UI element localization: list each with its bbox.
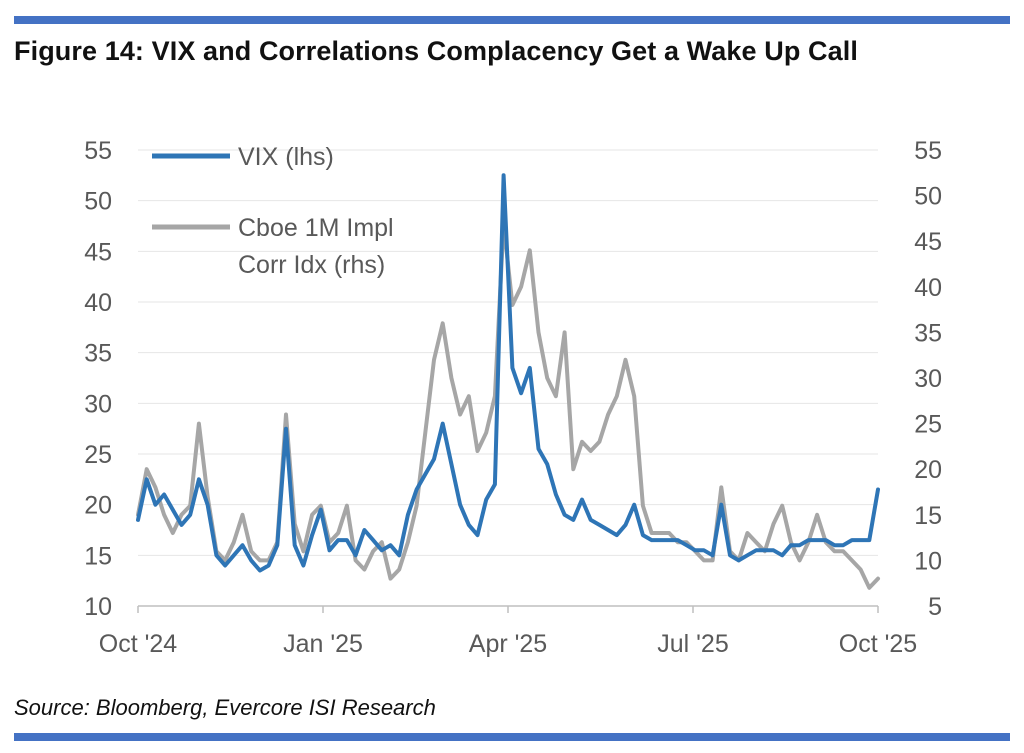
left-tick-label: 45 (84, 238, 112, 266)
right-tick-label: 20 (914, 456, 942, 484)
left-tick-label: 15 (84, 542, 112, 570)
left-tick-label: 20 (84, 492, 112, 520)
x-tick-label: Apr '25 (469, 630, 547, 658)
left-tick-label: 30 (84, 390, 112, 418)
left-tick-label: 35 (84, 340, 112, 368)
series-lines (136, 173, 880, 590)
right-tick-label: 30 (914, 365, 942, 393)
left-tick-label: 10 (84, 593, 112, 621)
right-tick-label: 5 (928, 593, 942, 621)
right-axis: 55 50 45 40 35 30 25 20 15 10 5 (914, 137, 942, 621)
right-tick-label: 25 (914, 411, 942, 439)
legend: VIX (lhs) Cboe 1M Impl Corr Idx (rhs) (152, 143, 394, 279)
x-axis: Oct '24 Jan '25 Apr '25 Jul '25 Oct '25 (99, 605, 917, 658)
top-rule (14, 16, 1010, 24)
right-tick-label: 45 (914, 228, 942, 256)
x-tick-label: Oct '24 (99, 630, 178, 658)
x-tick-label: Oct '25 (839, 630, 917, 658)
right-tick-label: 10 (914, 547, 942, 575)
left-tick-label: 50 (84, 188, 112, 216)
chart: 55 50 45 40 35 30 25 20 15 10 55 50 45 40 35 30 25 20 15 1… (84, 137, 942, 658)
figure-title: Figure 14: VIX and Correlations Complace… (14, 36, 858, 66)
right-tick-label: 55 (914, 137, 942, 165)
legend-label-vix: VIX (lhs) (238, 143, 334, 171)
left-tick-label: 55 (84, 137, 112, 165)
x-tick-label: Jul '25 (657, 630, 728, 658)
x-tick-label: Jan '25 (283, 630, 363, 658)
left-tick-label: 40 (84, 289, 112, 317)
legend-label-corr: Cboe 1M Impl Corr Idx (rhs) (238, 214, 394, 279)
bottom-rule (14, 733, 1010, 741)
left-tick-label: 25 (84, 441, 112, 469)
left-axis: 55 50 45 40 35 30 25 20 15 10 (84, 137, 112, 621)
right-tick-label: 50 (914, 183, 942, 211)
vix-series-line (136, 173, 880, 573)
right-tick-label: 35 (914, 319, 942, 347)
right-tick-label: 15 (914, 502, 942, 530)
right-tick-label: 40 (914, 274, 942, 302)
source-note: Source: Bloomberg, Evercore ISI Research (14, 695, 436, 720)
